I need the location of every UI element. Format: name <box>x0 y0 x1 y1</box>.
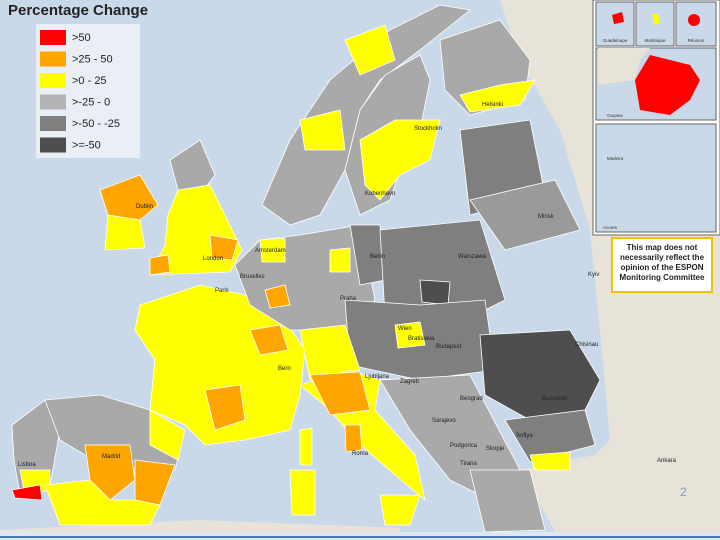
inset-label: Guyane <box>607 113 623 118</box>
legend-box <box>36 24 140 158</box>
legend-swatch <box>40 30 66 45</box>
city-label: Tirana <box>460 461 477 467</box>
british-isles <box>99 139 243 276</box>
city-label: Beograd <box>460 396 483 402</box>
legend-label: >0 - 25 <box>72 75 107 87</box>
city-label: Zagreb <box>400 379 420 385</box>
city-label: Berlin <box>370 254 385 260</box>
inset-box <box>595 123 717 233</box>
legend-label: >-25 - 0 <box>72 96 110 108</box>
inset-label: Acores <box>603 225 618 230</box>
city-label: Madrid <box>102 454 120 460</box>
city-label: Ljubljana <box>365 374 390 380</box>
city-label: Ankara <box>657 458 677 464</box>
central <box>299 299 496 381</box>
city-label: Stockholm <box>414 126 442 132</box>
city-label: Warszawa <box>458 254 486 260</box>
note-box <box>611 237 713 293</box>
city-label: Lisboa <box>18 462 36 468</box>
city-label: Skopje <box>486 446 505 452</box>
city-label: Budapest <box>436 344 462 350</box>
legend-label: >50 <box>72 32 91 44</box>
inset-label: Madeira <box>607 156 624 161</box>
inset-region <box>652 14 660 24</box>
city-label: Bruxelles <box>240 274 265 280</box>
city-label: Sarajevo <box>432 418 456 424</box>
city-label: Kyiv <box>588 272 599 278</box>
inset-land <box>598 48 650 85</box>
central-west <box>234 224 386 331</box>
city-label: Dublin <box>136 204 153 210</box>
inset-region <box>612 12 624 24</box>
insets: Guadeloupe Martinique Réunion Guyane Mad… <box>592 0 720 293</box>
slide-number: 2 <box>680 485 687 499</box>
city-label: Wien <box>398 326 412 332</box>
iberia <box>11 394 186 526</box>
inset-box <box>595 1 635 47</box>
legend-swatch <box>40 116 66 131</box>
scandinavia <box>261 4 536 226</box>
legend-swatch <box>40 137 66 153</box>
city-label: Bratislava <box>408 336 435 342</box>
city-label: Bern <box>278 366 291 372</box>
legend-swatch <box>40 51 66 67</box>
city-label: Minsk <box>538 214 555 220</box>
legend-label: >-50 - -25 <box>72 118 120 130</box>
legend-swatch <box>40 94 66 110</box>
inset-label: Réunion <box>688 38 705 43</box>
city-label: Helsinki <box>482 102 503 108</box>
city-label: Roma <box>352 451 369 457</box>
inset-label: Martinique <box>644 38 666 43</box>
map-title: Percentage Change <box>8 2 148 19</box>
inset-region <box>688 14 700 26</box>
city-label: Amsterdam <box>255 248 286 254</box>
note-line: Monitoring Committee <box>620 273 705 282</box>
note-line: This map does not <box>627 243 698 252</box>
balkans <box>379 329 601 533</box>
legend-swatch <box>40 73 66 88</box>
city-label: Paris <box>215 288 229 294</box>
city-labels: Helsinki Stockholm Kobenhavn Dublin Lond… <box>18 102 677 468</box>
legend-label: >25 - 50 <box>72 53 113 65</box>
city-label: Praha <box>340 296 357 302</box>
inset-label: Guadeloupe <box>603 38 628 43</box>
italy <box>289 369 426 526</box>
city-label: London <box>203 256 223 262</box>
legend-label: >=-50 <box>72 139 101 151</box>
note-line: opinion of the ESPON <box>620 263 703 272</box>
city-label: Kobenhavn <box>365 191 395 197</box>
note-line: necessarily reflect the <box>620 253 705 262</box>
inset-region <box>635 55 700 115</box>
city-label: Podgorica <box>450 443 478 449</box>
city-label: Sofiya <box>516 433 533 439</box>
city-label: Bucuresti <box>542 396 567 402</box>
legend: >50 >25 - 50 >0 - 25 >-25 - 0 >-50 - -25 >=-5… <box>36 24 140 158</box>
city-label: Chisinau <box>575 342 598 348</box>
